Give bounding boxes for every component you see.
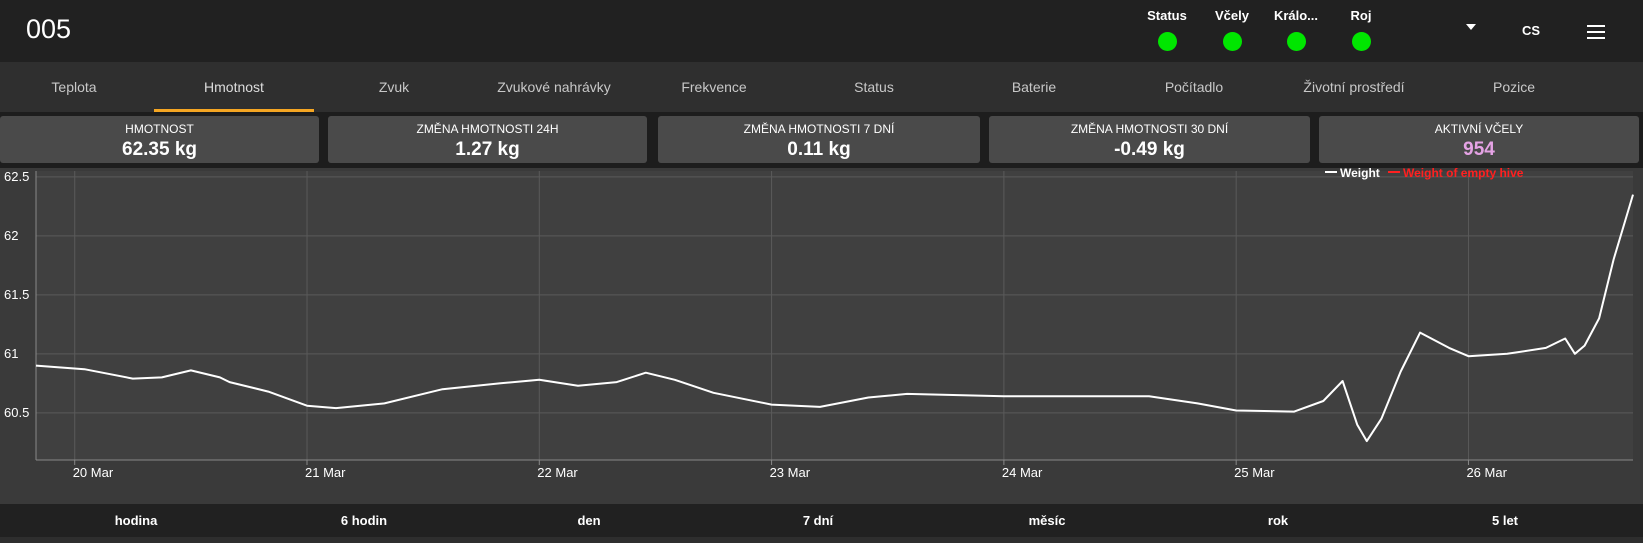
indicator-swarm[interactable]: Roj (1331, 8, 1391, 51)
card-weight: HMOTNOST 62.35 kg (0, 116, 319, 163)
card-weight-change-24h: ZMĚNA HMOTNOSTI 24H 1.27 kg (328, 116, 647, 163)
stats-cards: HMOTNOST 62.35 kg ZMĚNA HMOTNOSTI 24H 1.… (0, 112, 1643, 168)
card-value: 0.11 kg (787, 139, 851, 160)
tab-frequency[interactable]: Frekvence (681, 79, 747, 95)
card-title: ZMĚNA HMOTNOSTI 7 DNÍ (743, 122, 895, 136)
hamburger-menu-icon[interactable] (1587, 25, 1605, 43)
indicator-label: Králo... (1273, 8, 1319, 23)
indicator-status[interactable]: Status (1137, 8, 1197, 51)
x-tick-label: 24 Mar (1002, 465, 1043, 480)
legend-label-empty-hive: Weight of empty hive (1403, 168, 1524, 180)
period-hour[interactable]: hodina (114, 513, 158, 528)
x-tick-label: 22 Mar (537, 465, 578, 480)
tab-counter[interactable]: Počítadlo (1164, 79, 1224, 95)
period-7-days[interactable]: 7 dní (802, 513, 834, 528)
language-selector[interactable]: CS (1522, 23, 1541, 38)
tab-weight[interactable]: Hmotnost (204, 79, 264, 95)
x-tick-label: 26 Mar (1466, 465, 1507, 480)
status-dot (1286, 32, 1306, 51)
tab-environment[interactable]: Životní prostředí (1303, 79, 1405, 95)
card-active-bees: AKTIVNÍ VČELY 954 (1319, 116, 1639, 163)
card-value: 954 (1463, 139, 1495, 160)
indicator-label: Status (1147, 8, 1187, 23)
indicator-bees[interactable]: Včely (1202, 8, 1262, 51)
tab-bar: Teplota Hmotnost Zvuk Zvukové nahrávky F… (0, 62, 1643, 112)
weight-series-line (35, 194, 1634, 443)
top-bar: 005 Status Včely Králo... Roj CS (0, 0, 1643, 62)
y-tick-label: 61.5 (4, 287, 29, 302)
x-tick-label: 23 Mar (770, 465, 811, 480)
period-6-hours[interactable]: 6 hodin (340, 513, 388, 528)
status-dot (1351, 32, 1371, 51)
period-year[interactable]: rok (1267, 513, 1289, 528)
status-dot (1222, 32, 1242, 51)
card-weight-change-30d: ZMĚNA HMOTNOSTI 30 DNÍ -0.49 kg (989, 116, 1310, 163)
card-title: AKTIVNÍ VČELY (1434, 122, 1524, 136)
tab-temperature[interactable]: Teplota (51, 79, 97, 95)
tab-status[interactable]: Status (854, 79, 894, 95)
y-tick-label: 60.5 (4, 405, 29, 420)
x-tick-label: 25 Mar (1234, 465, 1275, 480)
y-tick-label: 62.5 (4, 169, 29, 184)
period-selector: hodina 6 hodin den 7 dní měsíc rok 5 let (0, 504, 1643, 537)
tab-position[interactable]: Pozice (1492, 79, 1536, 95)
card-value: -0.49 kg (1114, 139, 1185, 160)
chevron-down-icon[interactable] (1466, 24, 1476, 30)
card-value: 1.27 kg (455, 139, 520, 160)
period-day[interactable]: den (577, 513, 601, 528)
indicator-queen[interactable]: Králo... (1266, 8, 1326, 51)
card-title: HMOTNOST (125, 122, 194, 136)
period-month[interactable]: měsíc (1028, 513, 1066, 528)
hive-id: 005 (26, 14, 72, 44)
weight-chart[interactable]: 62.5 62 61.5 61 60.5 20 Mar 21 Mar 22 Mar 23 Mar… (0, 166, 1643, 504)
card-weight-change-7d: ZMĚNA HMOTNOSTI 7 DNÍ 0.11 kg (658, 116, 980, 163)
card-title: ZMĚNA HMOTNOSTI 24H (416, 122, 559, 136)
status-dot (1157, 32, 1177, 51)
plot-area (36, 171, 1633, 460)
x-tick-label: 20 Mar (73, 465, 114, 480)
period-5-years[interactable]: 5 let (1491, 513, 1519, 528)
weight-chart-svg[interactable]: 62.5 62 61.5 61 60.5 20 Mar 21 Mar 22 Mar 23 Mar… (0, 166, 1643, 504)
x-tick-label: 21 Mar (305, 465, 346, 480)
active-tab-indicator (154, 109, 314, 112)
tab-battery[interactable]: Baterie (1011, 79, 1057, 95)
y-tick-label: 61 (4, 346, 18, 361)
card-value: 62.35 kg (122, 139, 197, 160)
tab-sound-recordings[interactable]: Zvukové nahrávky (497, 79, 611, 95)
card-title: ZMĚNA HMOTNOSTI 30 DNÍ (1070, 122, 1229, 136)
tab-sound[interactable]: Zvuk (378, 79, 410, 95)
legend-label-weight: Weight (1340, 168, 1380, 180)
bottom-strip (0, 537, 1643, 543)
indicator-label: Včely (1215, 8, 1249, 23)
indicator-label: Roj (1350, 8, 1372, 23)
y-tick-label: 62 (4, 228, 18, 243)
